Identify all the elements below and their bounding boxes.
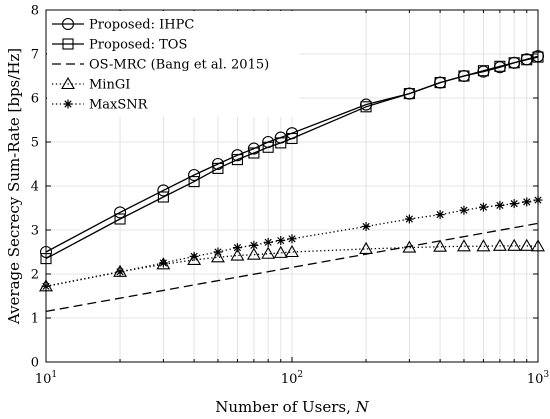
data-point: [188, 176, 200, 188]
data-point: [158, 258, 168, 268]
data-point: [361, 221, 371, 231]
legend: Proposed: IHPC Proposed: TOS OS-MRC (Bang …: [47, 11, 299, 117]
y-axis-label: Average Secrecy Sum-Rate [bps/Hz]: [5, 48, 23, 325]
y-tick-label: 0: [31, 356, 39, 371]
data-point: [519, 238, 534, 251]
legend-label: Proposed: TOS: [89, 38, 187, 53]
series-line: [45, 245, 539, 287]
series-1: [40, 51, 544, 265]
data-point: [495, 200, 505, 210]
data-point: [459, 205, 469, 215]
legend-marker: [63, 99, 73, 109]
data-point: [246, 247, 261, 260]
data-point: [433, 239, 448, 252]
data-point: [508, 57, 520, 69]
data-point: [212, 162, 224, 174]
legend-label: OS-MRC (Bang et al. 2015): [89, 58, 269, 73]
data-point: [286, 132, 298, 145]
y-tick-label: 1: [31, 312, 39, 327]
y-tick-label: 7: [31, 48, 39, 63]
data-point: [521, 54, 533, 66]
data-point: [275, 137, 287, 149]
series-layer: [39, 50, 545, 313]
series-line: [45, 56, 539, 260]
y-tick-label: 3: [31, 224, 39, 239]
data-point: [507, 238, 522, 251]
series-4: [41, 195, 543, 291]
data-point: [189, 251, 199, 261]
data-point: [478, 202, 488, 212]
data-point: [263, 237, 273, 247]
legend-marker: [62, 38, 74, 50]
legend-entry: MinGI: [52, 76, 130, 93]
data-point: [477, 65, 489, 77]
data-point: [435, 210, 445, 220]
data-point: [157, 184, 170, 197]
legend-entry: Proposed: TOS: [52, 38, 187, 53]
data-point: [213, 247, 223, 257]
x-tick-label: 103: [527, 370, 550, 387]
legend-label: MaxSNR: [89, 98, 149, 113]
y-tick-label: 8: [31, 4, 39, 19]
legend-label: MinGI: [89, 78, 130, 93]
legend-box: [47, 11, 299, 117]
legend-entry: OS-MRC (Bang et al. 2015): [52, 58, 269, 73]
data-point: [231, 154, 243, 166]
data-point: [402, 240, 417, 253]
data-point: [456, 239, 471, 252]
data-point: [492, 238, 507, 251]
y-tick-label: 2: [31, 268, 39, 283]
legend-entry: Proposed: IHPC: [52, 18, 194, 33]
data-point: [114, 213, 126, 225]
data-point: [273, 245, 288, 258]
data-point: [232, 243, 242, 253]
data-point: [476, 239, 491, 252]
data-point: [249, 240, 259, 250]
data-point: [188, 168, 201, 182]
data-point: [276, 236, 286, 246]
legend-entry: MaxSNR: [52, 98, 149, 113]
data-point: [404, 214, 414, 224]
data-point: [494, 60, 506, 72]
data-point: [403, 88, 415, 100]
data-point: [248, 147, 260, 159]
y-tick-label: 6: [31, 92, 39, 107]
data-point: [261, 246, 276, 259]
data-point: [262, 141, 274, 153]
x-axis-label: Number of Users, N: [215, 398, 369, 416]
data-point: [230, 248, 245, 261]
data-point: [287, 234, 297, 244]
data-point: [360, 101, 372, 113]
y-tick-label: 4: [31, 180, 39, 195]
data-point: [434, 77, 446, 89]
data-point: [522, 197, 532, 207]
data-point: [115, 267, 125, 277]
legend-marker: [61, 17, 75, 31]
data-point: [458, 70, 470, 82]
data-point: [285, 244, 299, 258]
y-tick-label: 5: [31, 136, 39, 151]
x-tick-label: 101: [35, 370, 57, 387]
x-tick-label: 102: [281, 370, 303, 387]
data-point: [210, 250, 225, 263]
data-point: [359, 241, 374, 254]
legend-marker: [61, 76, 75, 90]
legend-label: Proposed: IHPC: [89, 18, 194, 33]
data-point: [509, 199, 519, 209]
data-point: [157, 191, 169, 203]
data-point: [114, 206, 127, 219]
